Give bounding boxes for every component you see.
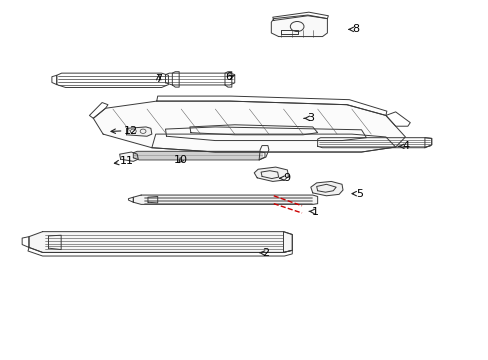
Polygon shape: [133, 195, 317, 204]
Text: 10: 10: [174, 155, 188, 165]
Text: 7: 7: [155, 74, 162, 84]
Text: 12: 12: [111, 126, 138, 135]
Text: 6: 6: [224, 72, 234, 82]
Text: 8: 8: [348, 24, 359, 35]
Polygon shape: [120, 152, 138, 161]
Polygon shape: [29, 231, 292, 252]
Text: 1: 1: [308, 207, 318, 217]
Polygon shape: [126, 127, 152, 136]
Polygon shape: [93, 101, 405, 152]
Text: 5: 5: [351, 189, 363, 199]
Text: 9: 9: [279, 173, 290, 183]
Polygon shape: [271, 15, 327, 37]
Text: 11: 11: [114, 156, 133, 166]
Polygon shape: [254, 167, 288, 181]
Text: 2: 2: [259, 248, 269, 258]
Polygon shape: [310, 181, 342, 196]
Text: 4: 4: [398, 141, 408, 151]
Text: 3: 3: [304, 113, 313, 123]
